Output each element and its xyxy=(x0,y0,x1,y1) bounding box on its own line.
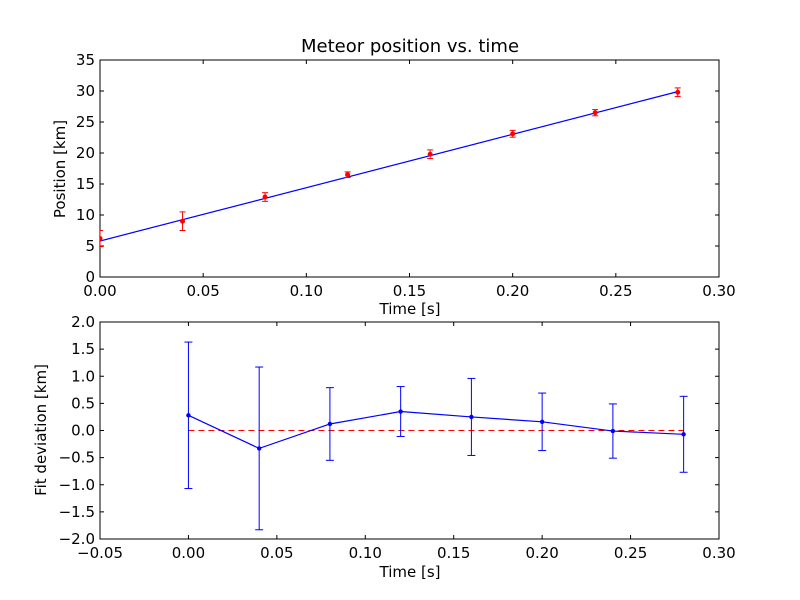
top-y-axis-label: Position [km] xyxy=(51,120,69,218)
deviation-point xyxy=(186,413,191,418)
measurement-point xyxy=(180,218,186,224)
bottom-y-tick-label: 1.5 xyxy=(71,340,95,358)
bottom-y-tick-label: −2.0 xyxy=(59,530,95,548)
deviation-point xyxy=(256,446,262,451)
top-x-tick-label: 0.30 xyxy=(702,282,735,300)
measurement-point xyxy=(427,151,433,157)
top-y-tick-label: 30 xyxy=(76,82,95,100)
bottom-x-tick-label: 0.20 xyxy=(525,544,558,562)
bottom-x-tick-label: −0.05 xyxy=(77,544,123,562)
top-x-tick-label: 0.20 xyxy=(496,282,529,300)
top-y-tick-label: 5 xyxy=(85,237,95,255)
bottom-x-tick-label: 0.00 xyxy=(172,544,205,562)
deviation-point xyxy=(469,414,474,420)
measurement-point xyxy=(675,89,681,95)
deviation-line xyxy=(188,410,684,450)
top-x-tick-label: 0.15 xyxy=(393,282,426,300)
measurement-point xyxy=(345,172,351,178)
chart-title: Meteor position vs. time xyxy=(301,36,519,57)
bottom-y-tick-label: 0.5 xyxy=(71,394,95,412)
top-x-axis-label: Time [s] xyxy=(379,300,441,318)
top-y-tick-label: 25 xyxy=(76,113,95,131)
deviation-point xyxy=(539,419,545,425)
measurement-point xyxy=(510,131,516,137)
deviation-point xyxy=(681,432,686,437)
bottom-y-tick-label: −1.0 xyxy=(59,476,95,494)
bottom-x-tick-label: 0.15 xyxy=(437,544,470,562)
top-marks xyxy=(100,87,681,248)
bottom-y-tick-label: 2.0 xyxy=(71,313,95,331)
top-x-tick-label: 0.05 xyxy=(186,282,219,300)
top-y-tick-label: 35 xyxy=(76,51,95,69)
top-y-tick-label: 15 xyxy=(76,175,95,193)
position-panel: Meteor position vs. time Time [s] Positi… xyxy=(51,36,736,318)
top-y-tick-label: 10 xyxy=(76,206,95,224)
bottom-y-tick-label: 1.0 xyxy=(71,367,95,385)
bottom-y-tick-label: −0.5 xyxy=(59,449,95,467)
deviation-point xyxy=(610,428,616,434)
fit-line xyxy=(100,91,678,242)
deviation-point xyxy=(327,421,333,427)
measurement-point xyxy=(100,236,103,242)
residual-panel: Time [s] Fit deviation [km] −0.05 0.00 0.0… xyxy=(32,313,736,581)
top-x-tick-label: 0.00 xyxy=(83,282,116,300)
measurement-point xyxy=(262,194,268,200)
bottom-y-tick-label: 0.0 xyxy=(71,422,95,440)
bottom-x-tick-label: 0.30 xyxy=(702,544,735,562)
top-y-tick-label: 20 xyxy=(76,144,95,162)
top-x-tick-label: 0.25 xyxy=(599,282,632,300)
bottom-y-axis-label: Fit deviation [km] xyxy=(32,364,50,496)
bottom-x-tick-label: 0.25 xyxy=(614,544,647,562)
bottom-x-tick-label: 0.05 xyxy=(260,544,293,562)
bottom-x-axis-label: Time [s] xyxy=(379,563,441,581)
top-y-tick-label: 0 xyxy=(85,268,95,286)
bottom-y-tick-label: −1.5 xyxy=(59,503,95,521)
bottom-x-tick-label: 0.10 xyxy=(349,544,382,562)
deviation-point xyxy=(398,409,403,414)
measurement-point xyxy=(592,110,598,116)
top-x-tick-label: 0.10 xyxy=(290,282,323,300)
